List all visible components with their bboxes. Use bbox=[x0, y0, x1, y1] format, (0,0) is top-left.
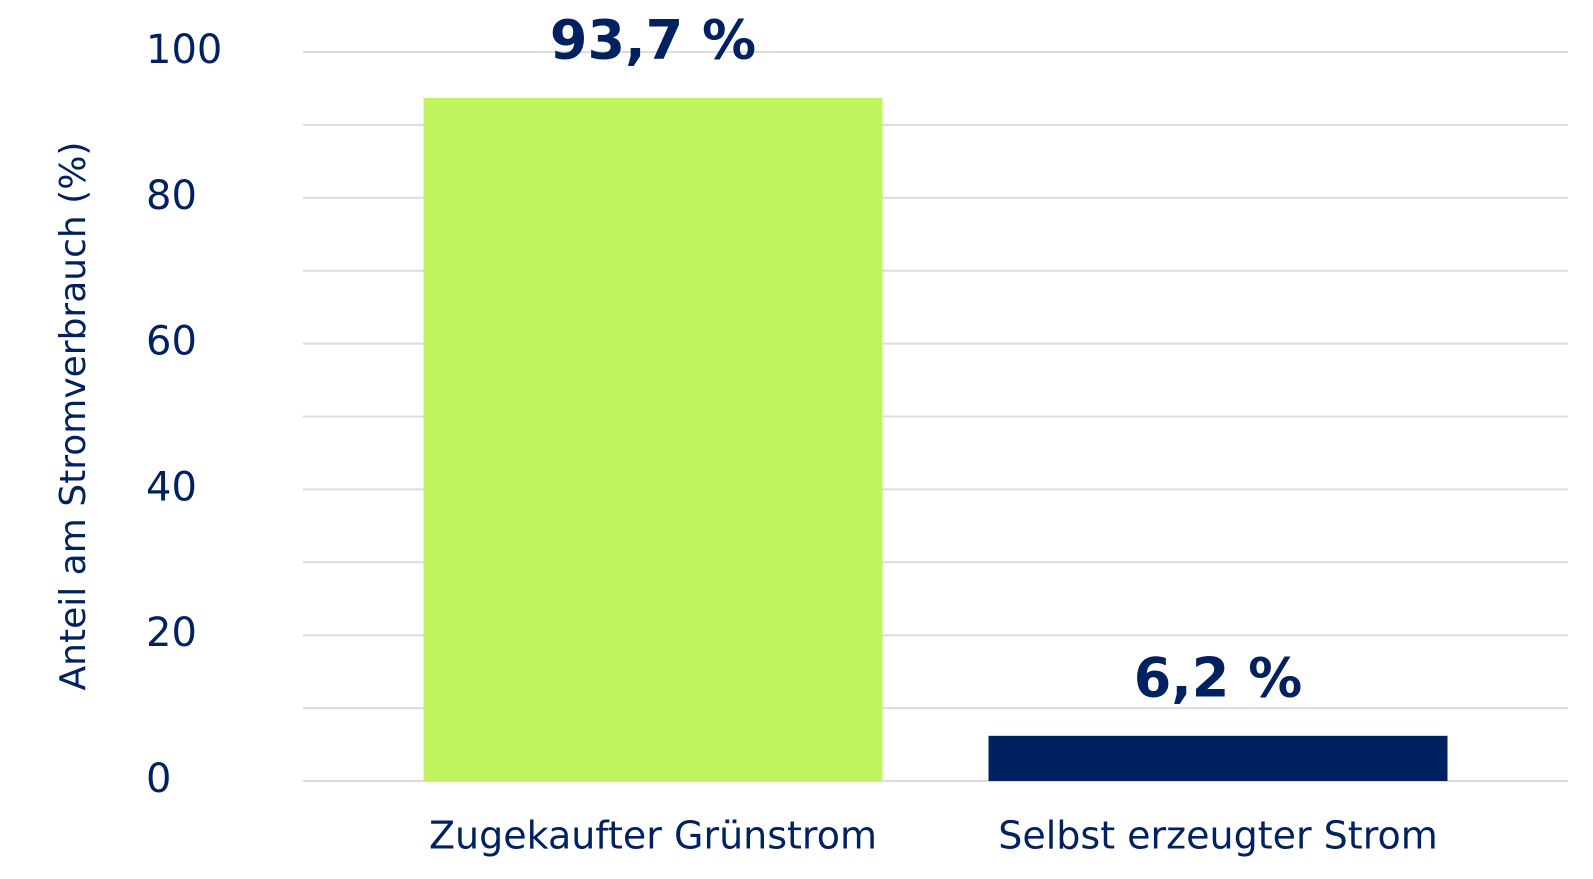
y-tick-label: 40 bbox=[146, 464, 197, 510]
value-label: 93,7 % bbox=[550, 9, 756, 72]
y-tick-label: 100 bbox=[146, 27, 222, 73]
y-tick-label: 80 bbox=[146, 173, 197, 219]
y-tick-label: 0 bbox=[146, 756, 171, 802]
bar bbox=[423, 97, 883, 781]
value-label: 6,2 % bbox=[1134, 646, 1303, 709]
bar bbox=[988, 735, 1448, 781]
y-tick-label: 20 bbox=[146, 610, 197, 656]
x-tick-label: Zugekaufter Grünstrom bbox=[429, 814, 877, 858]
y-axis-label: Anteil am Stromverbrauch (%) bbox=[53, 142, 94, 691]
y-tick-label: 60 bbox=[146, 319, 197, 365]
x-tick-label: Selbst erzeugter Strom bbox=[998, 814, 1438, 858]
